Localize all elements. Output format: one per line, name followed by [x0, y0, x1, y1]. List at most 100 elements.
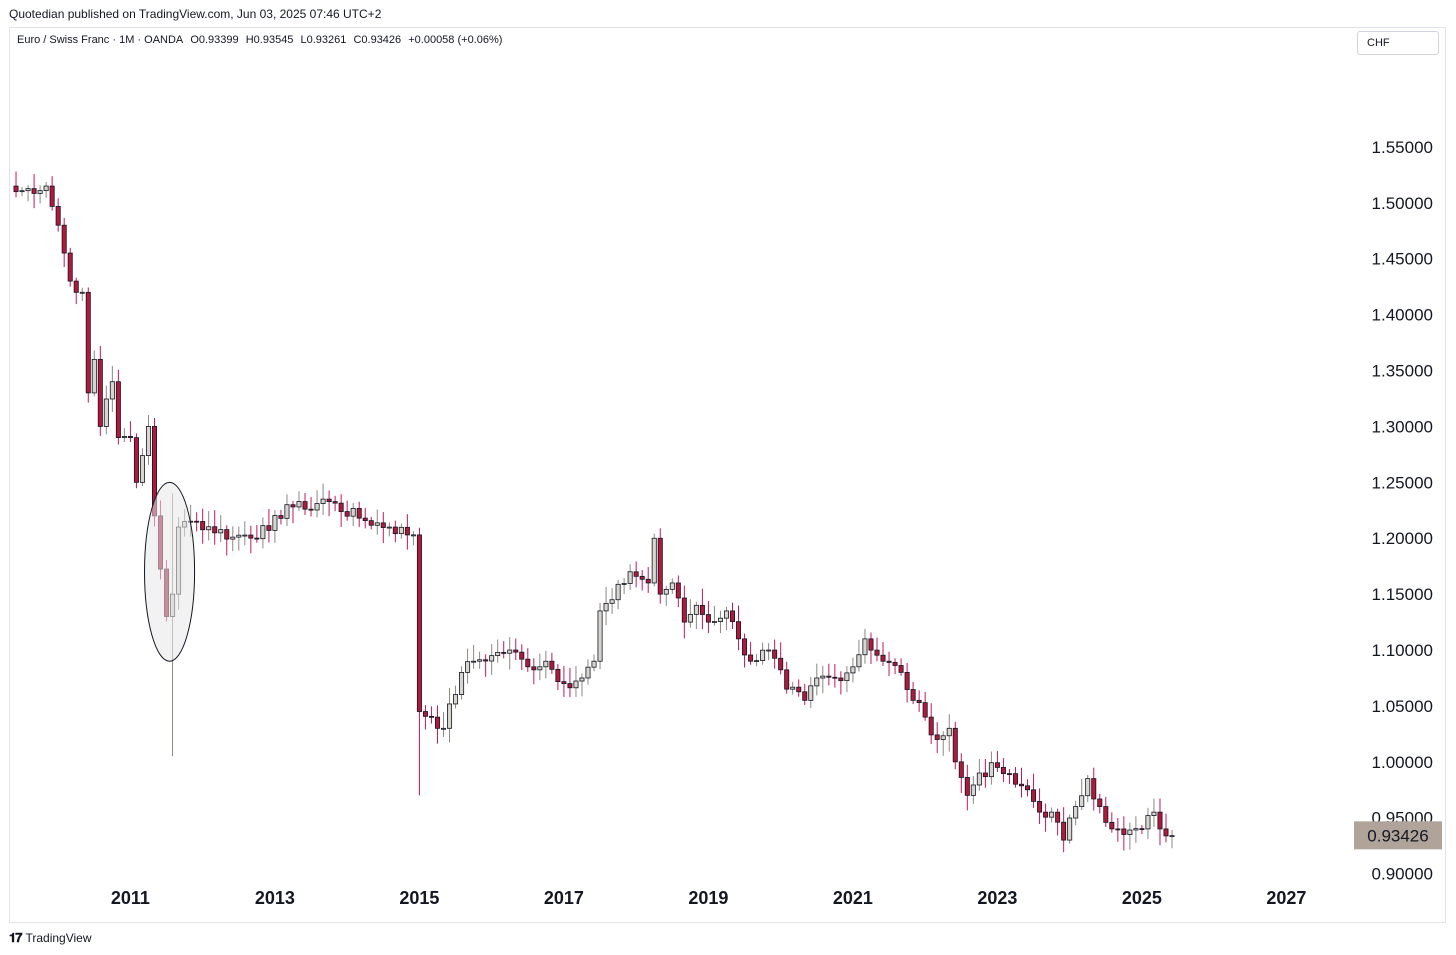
candle-body — [471, 660, 477, 663]
candle-body — [898, 665, 904, 673]
candle-up — [543, 650, 549, 679]
candle-up — [723, 606, 729, 630]
candle-down — [633, 561, 639, 588]
tradingview-logo[interactable]: 𝟏𝟕 TradingView — [9, 930, 92, 946]
candle-down — [519, 644, 525, 670]
candle-body — [254, 537, 260, 540]
currency-button[interactable]: CHF — [1357, 31, 1439, 55]
candle-body — [320, 498, 326, 504]
candle-body — [711, 621, 717, 623]
candle-down — [61, 217, 67, 268]
candle-down — [928, 703, 934, 745]
candle-body — [1127, 829, 1133, 835]
candle-up — [976, 759, 982, 791]
candle-up — [790, 681, 796, 695]
candle-body — [278, 515, 284, 519]
candle-body — [585, 666, 591, 679]
candle-body — [591, 660, 597, 668]
candle-down — [127, 421, 133, 443]
time-axis[interactable]: 2011 2013 2015 2017 2019 2021 2023 2025 2027 — [111, 888, 1307, 908]
legend-symbol: Euro / Swiss Franc · 1M · OANDA — [17, 34, 184, 46]
candle-body — [970, 784, 976, 796]
candle-body — [657, 537, 663, 595]
candle-up — [862, 628, 868, 664]
candle-down — [194, 512, 200, 532]
candle-body — [453, 694, 459, 705]
candle-body — [398, 526, 404, 535]
candle-down — [838, 671, 844, 695]
candle-up — [651, 533, 657, 587]
candle-up — [946, 714, 952, 752]
candle-down — [278, 509, 284, 525]
candle-body — [1006, 773, 1012, 776]
candle-body — [742, 638, 748, 656]
candle-body — [1133, 828, 1139, 831]
candle-up — [507, 637, 513, 670]
legend-open: O0.93399 — [190, 34, 239, 46]
candle-body — [194, 520, 200, 523]
candle-body — [440, 727, 446, 730]
tradingview-logo-icon: 𝟏𝟕 — [9, 930, 23, 945]
candle-body — [145, 426, 151, 456]
candle-down — [934, 722, 940, 754]
candle-body — [633, 571, 639, 577]
candle-down — [778, 642, 784, 675]
candle-up — [1169, 829, 1175, 849]
candle-body — [730, 610, 736, 623]
candle-body — [1079, 795, 1085, 807]
candle-up — [766, 643, 772, 661]
candle-body — [1000, 767, 1006, 775]
candle-down — [380, 512, 386, 543]
candle-body — [326, 498, 332, 503]
candle-down — [705, 601, 711, 634]
candle-up — [621, 577, 627, 595]
candle-up — [242, 521, 248, 546]
candle-body — [862, 638, 868, 656]
candle-body — [705, 614, 711, 623]
price-axis[interactable]: 1.55000 1.50000 1.45000 1.40000 1.35000 1.300… — [1372, 138, 1433, 884]
candle-body — [332, 501, 338, 504]
candle-up — [320, 483, 326, 515]
x-tick-label: 2021 — [833, 888, 873, 908]
candle-body — [507, 649, 513, 654]
candle-body — [242, 534, 248, 537]
candle-body — [483, 659, 489, 662]
candle-up — [808, 676, 814, 708]
candle-body — [1139, 828, 1145, 831]
y-tick-label: 1.45000 — [1372, 250, 1433, 269]
candle-down — [874, 637, 880, 662]
candle-up — [79, 287, 85, 302]
candle-body — [1055, 811, 1061, 823]
candle-body — [621, 583, 627, 585]
candle-body — [627, 571, 633, 584]
candle-body — [922, 702, 928, 718]
y-tick-label: 1.00000 — [1372, 753, 1433, 772]
candle-body — [212, 526, 218, 534]
candle-down — [898, 658, 904, 676]
candle-body — [308, 508, 314, 511]
candle-body — [543, 660, 549, 668]
candle-up — [447, 687, 453, 743]
candle-down — [742, 633, 748, 668]
candle-body — [982, 772, 988, 778]
candle-body — [13, 185, 19, 193]
candle-down — [730, 602, 736, 629]
candle-body — [350, 508, 356, 517]
x-tick-label: 2023 — [977, 888, 1017, 908]
candle-down — [1055, 808, 1061, 836]
candle-down — [67, 247, 73, 287]
candle-body — [1091, 778, 1097, 800]
candle-down — [832, 663, 838, 688]
legend-change: +0.00058 (+0.06%) — [408, 34, 503, 46]
candle-body — [79, 291, 85, 294]
candle-body — [25, 188, 31, 192]
candle-down — [368, 516, 374, 530]
last-price-label: 0.93426 — [1354, 821, 1442, 850]
candle-up — [398, 523, 404, 539]
candle-body — [200, 521, 206, 531]
x-tick-label: 2019 — [688, 888, 728, 908]
candle-up — [410, 531, 416, 546]
candle-body — [489, 655, 495, 662]
y-tick-label: 1.40000 — [1372, 306, 1433, 325]
